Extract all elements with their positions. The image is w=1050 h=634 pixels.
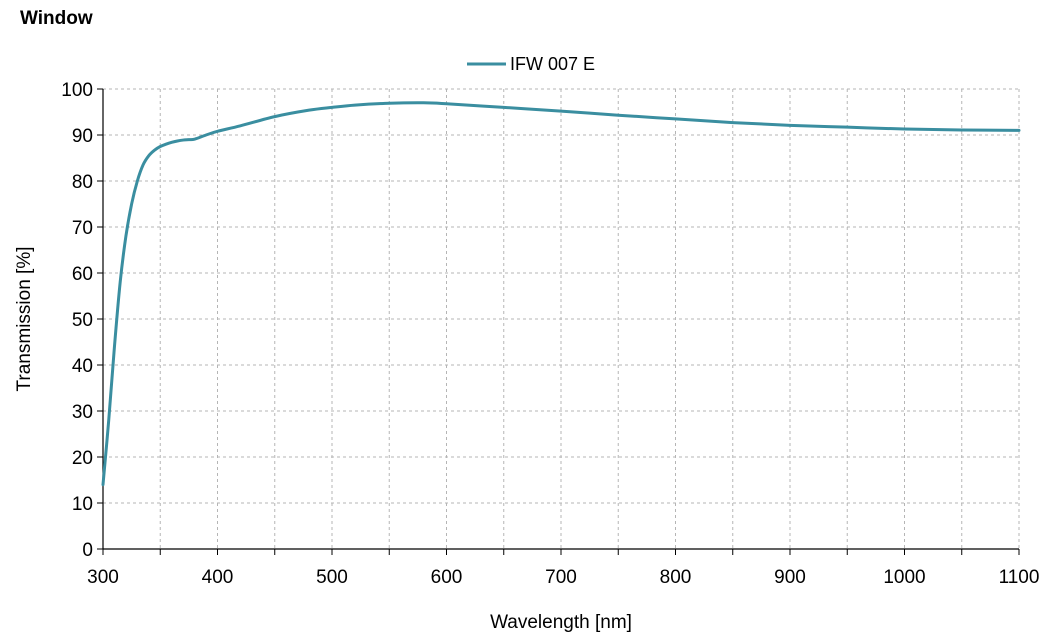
x-tick-label: 1000 [883,567,925,588]
legend: IFW 007 E [467,54,595,74]
y-tick-label: 50 [72,310,93,331]
y-tick-label: 100 [61,80,93,101]
y-tick-label: 20 [72,448,93,469]
x-tick-label: 700 [545,567,577,588]
y-tick-label: 80 [72,172,93,193]
axis-layer: 0 10 20 30 40 50 60 70 80 90 100 300 400 500 600 700 800… [61,80,1039,588]
x-tick-label: 1100 [999,567,1040,588]
y-tick-label: 30 [72,402,93,423]
series-layer [101,101,1021,487]
x-tick-label: 900 [774,567,806,588]
y-tick-label: 40 [72,356,93,377]
y-tick-label: 10 [72,494,93,515]
y-tick-label: 60 [72,264,93,285]
chart-title: Window [20,8,93,29]
x-tick-label: 600 [431,567,463,588]
y-tick-label: 70 [72,218,93,239]
y-tick-label: 90 [72,126,93,147]
x-tick-label: 800 [660,567,692,588]
x-tick-label: 300 [87,567,119,588]
y-tick-label: 0 [82,540,93,561]
x-tick-label: 500 [316,567,348,588]
x-axis-label: Wavelength [nm] [490,612,632,633]
y-axis-label: Transmission [%] [14,247,35,392]
legend-label: IFW 007 E [510,54,595,74]
grid-layer [103,88,1020,549]
series-line [101,101,1021,487]
x-tick-label: 400 [202,567,234,588]
